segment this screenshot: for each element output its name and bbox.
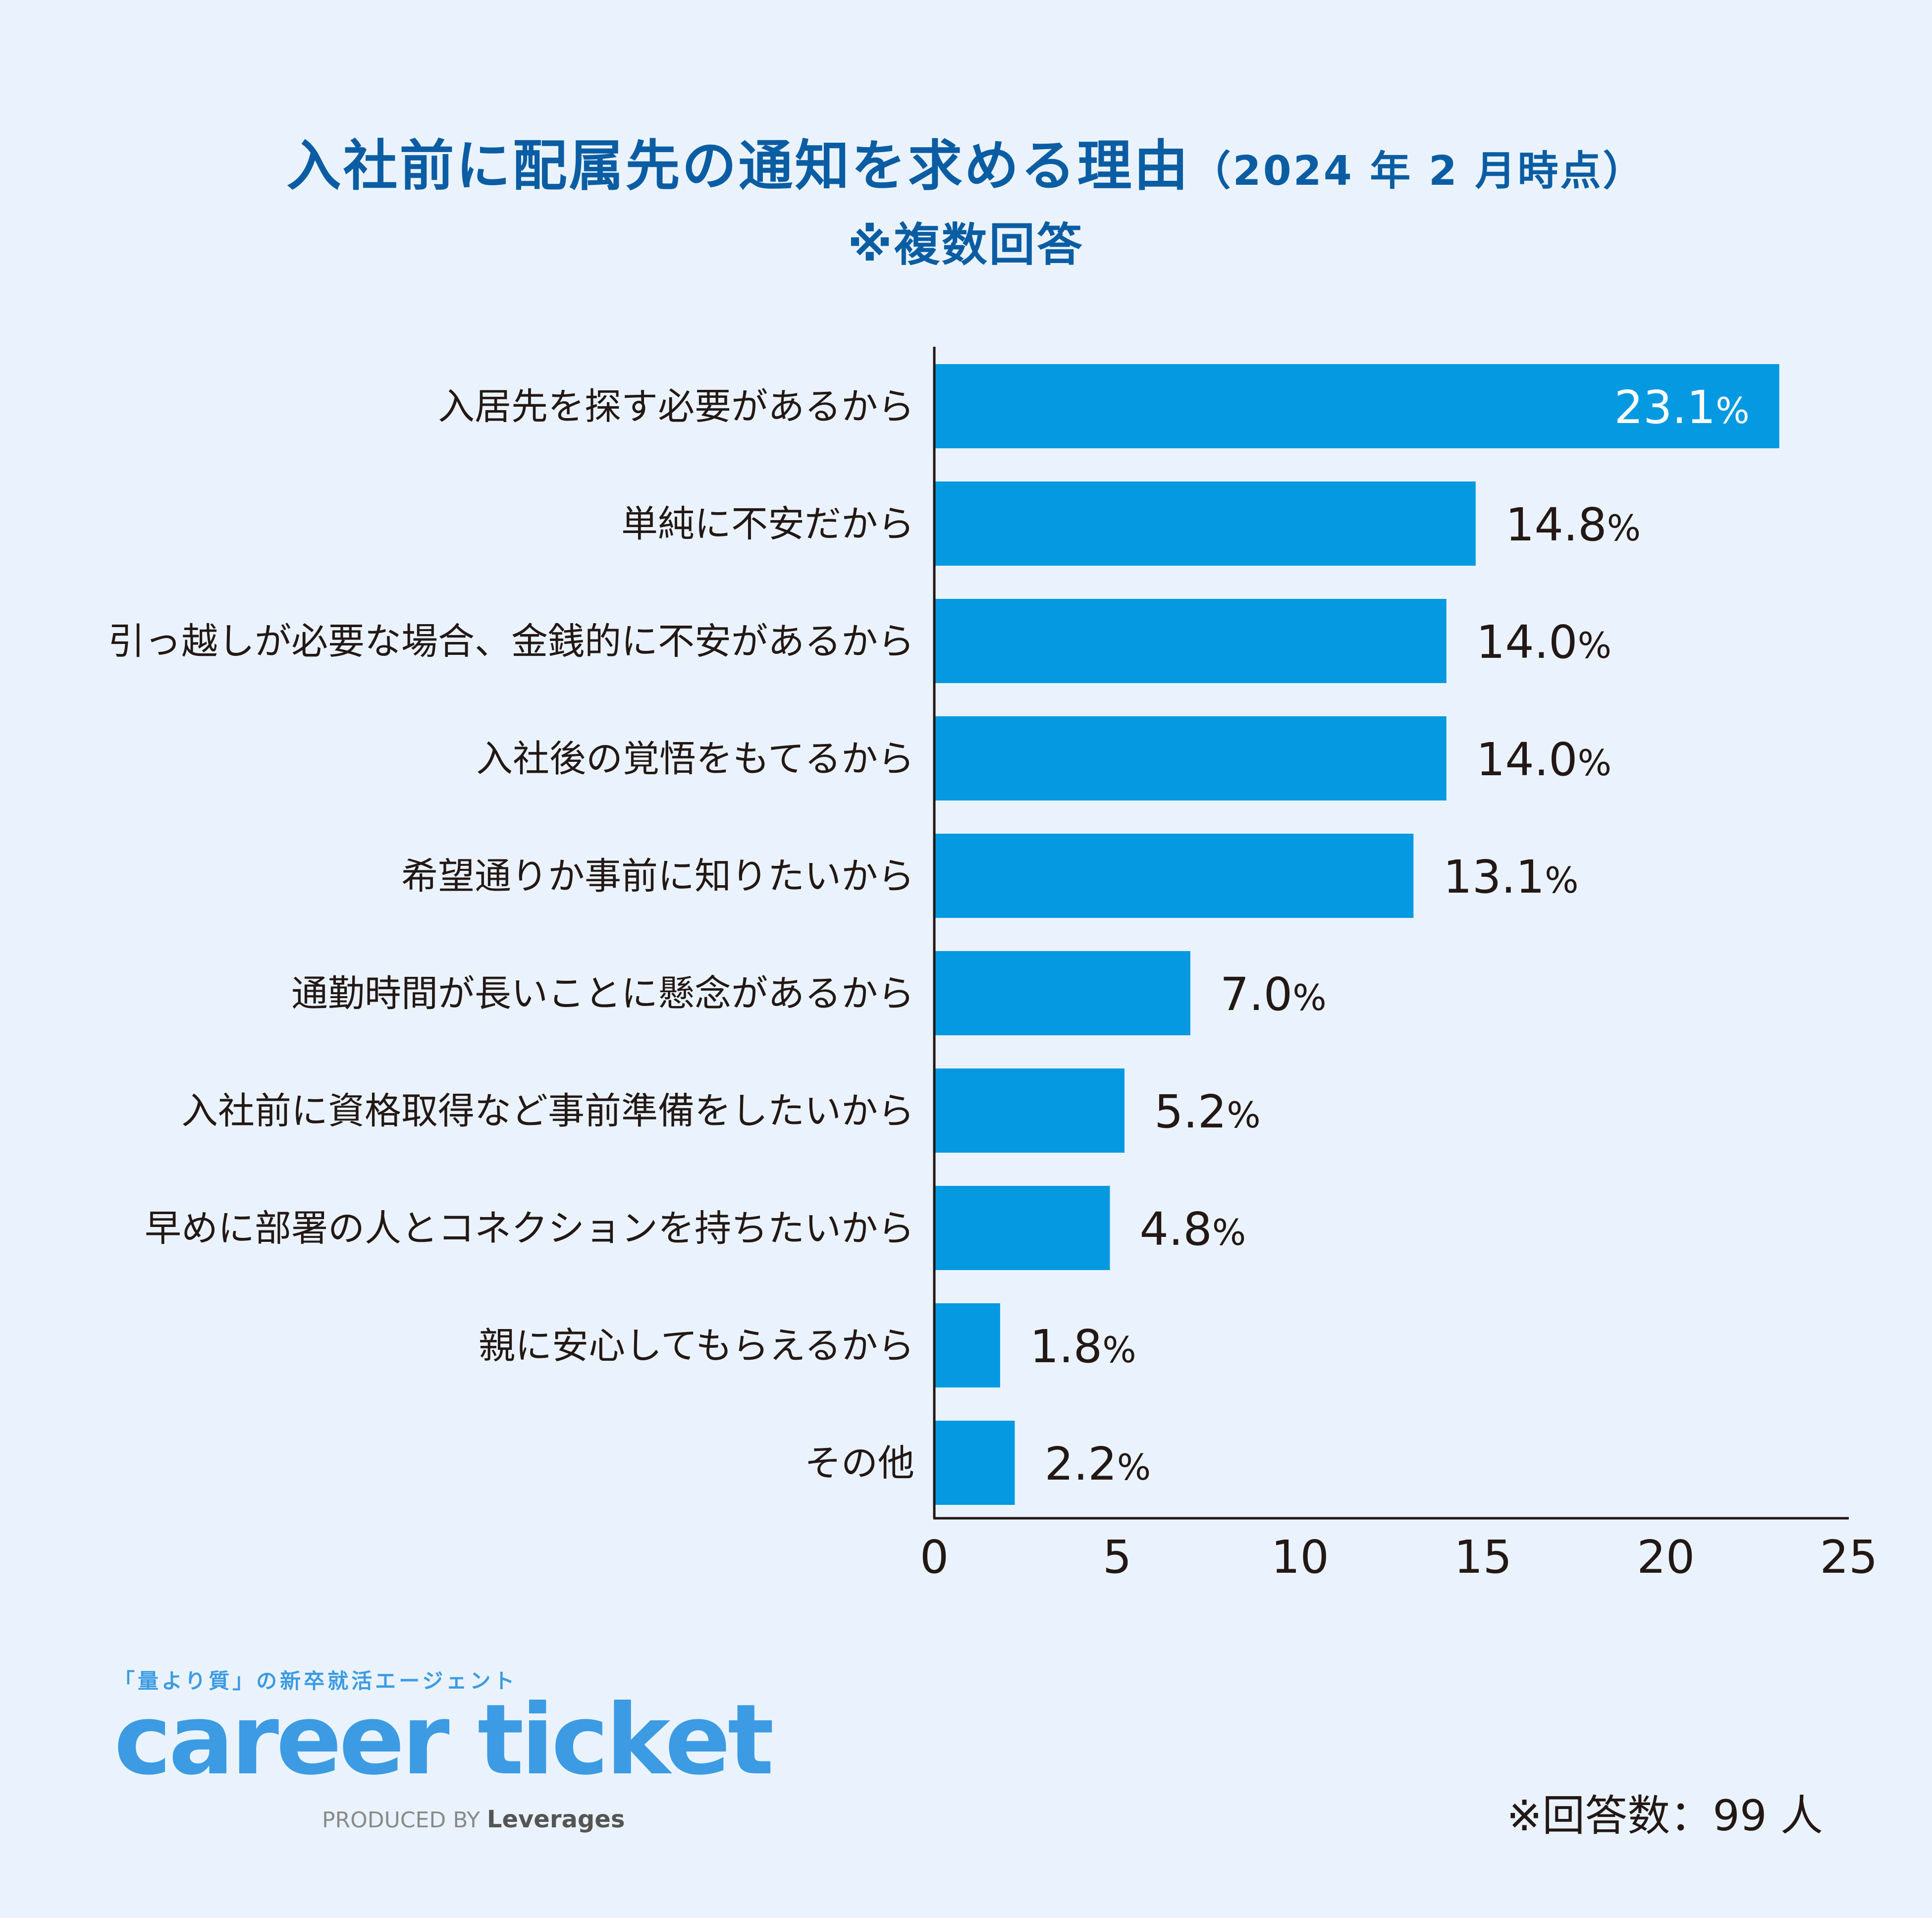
- career-ticket-logo: career ticket: [114, 1684, 774, 1797]
- produced-by: PRODUCED BY Leverages: [322, 1806, 625, 1833]
- leverages-logo: Leverages: [486, 1806, 625, 1833]
- title-date: （2024 年 2 月時点）: [1190, 148, 1646, 195]
- category-label: 引っ越しが必要な場合、金銭的に不安があるから: [108, 620, 914, 663]
- data-label: 13.1%: [1443, 851, 1578, 904]
- bar: [934, 1303, 1000, 1387]
- x-tick-label: 20: [1637, 1531, 1695, 1584]
- category-label: その他: [805, 1442, 914, 1485]
- bar: [934, 481, 1476, 566]
- category-label: 親に安心してもらえるから: [479, 1325, 914, 1367]
- title-main: 入社前に配属先の通知を求める理由: [286, 134, 1190, 198]
- category-label: 早めに部署の人とコネクションを持ちたいから: [145, 1207, 914, 1250]
- bar-chart: 入居先を探す必要があるから 23.1% 単純に不安だから 14.8% 引っ越しが必要な場…: [108, 347, 1878, 1584]
- produced-by-text: PRODUCED BY: [322, 1808, 480, 1833]
- brand-tagline: 「量より質」の新卒就活エージェント: [114, 1669, 518, 1693]
- category-label: 入居先を探す必要があるから: [438, 385, 914, 428]
- bar: [934, 1421, 1015, 1505]
- x-tick-label: 5: [1103, 1531, 1132, 1584]
- category-label: 通勤時間が長いことに懸念があるから: [291, 972, 914, 1015]
- category-label: 単純に不安だから: [621, 503, 914, 545]
- chart-subtitle: ※複数回答: [848, 218, 1084, 271]
- data-label: 4.8%: [1139, 1203, 1246, 1256]
- category-label: 入社後の覚悟をもてるから: [476, 738, 914, 780]
- bar: [934, 951, 1190, 1035]
- data-label: 14.8%: [1505, 498, 1641, 551]
- bar: [934, 599, 1447, 683]
- data-label: 23.1%: [1614, 381, 1749, 434]
- respondent-count: ※回答数：99 人: [1506, 1791, 1823, 1841]
- x-tick-label: 0: [920, 1531, 949, 1584]
- x-tick-label: 10: [1271, 1531, 1329, 1584]
- data-label: 1.8%: [1030, 1320, 1136, 1373]
- bar: [934, 364, 1779, 448]
- bar: [934, 716, 1447, 800]
- x-tick-label: 25: [1820, 1531, 1878, 1584]
- x-tick-label: 15: [1454, 1531, 1512, 1584]
- bar: [934, 834, 1414, 918]
- bar: [934, 1186, 1110, 1270]
- category-label: 入社前に資格取得など事前準備をしたいから: [181, 1090, 914, 1132]
- chart-title: 入社前に配属先の通知を求める理由（2024 年 2 月時点）: [0, 121, 1932, 201]
- data-label: 5.2%: [1154, 1085, 1261, 1138]
- bar: [934, 1068, 1125, 1153]
- data-label: 14.0%: [1476, 616, 1611, 669]
- data-label: 14.0%: [1476, 733, 1611, 786]
- data-label: 7.0%: [1220, 968, 1327, 1021]
- data-label: 2.2%: [1044, 1438, 1151, 1491]
- category-label: 希望通りか事前に知りたいから: [401, 855, 914, 898]
